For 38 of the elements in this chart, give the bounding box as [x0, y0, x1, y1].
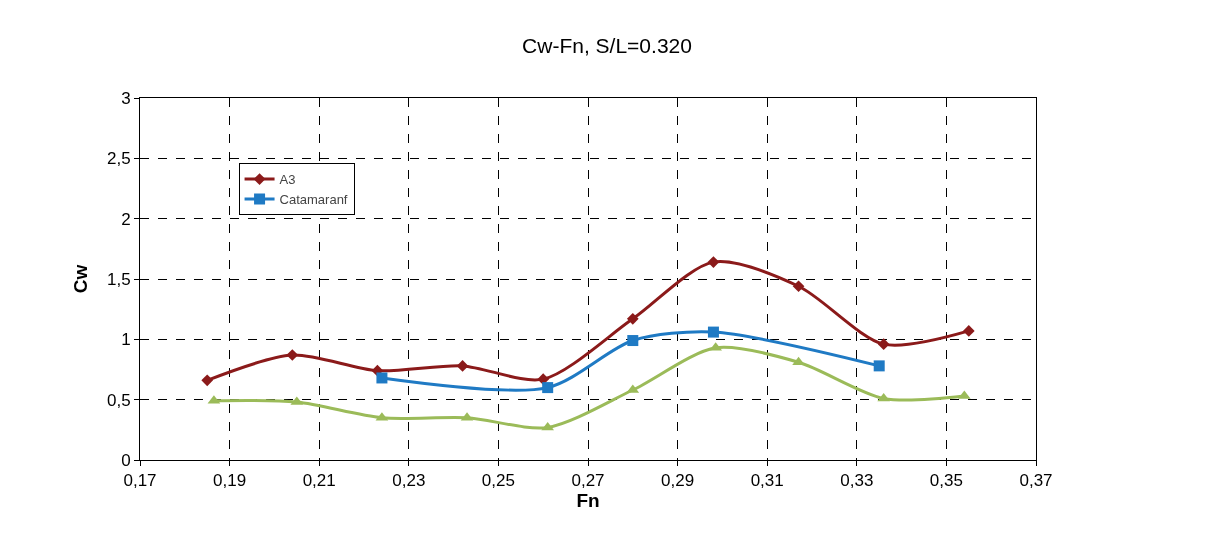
x-tick-label: 0,25 [481, 471, 515, 491]
y-tick-label: 0 [121, 450, 131, 470]
point [792, 356, 805, 366]
point [873, 360, 885, 372]
y-axis-title: Cw [69, 264, 91, 294]
legend-label: Catamaranf [279, 192, 348, 208]
x-tick-label: 0,27 [571, 471, 605, 491]
x-tick-label: 0,35 [929, 471, 963, 491]
x-tick-label: 0,23 [392, 471, 426, 491]
x-tick-label: 0,17 [123, 471, 157, 491]
legend-label: A3 [279, 172, 296, 188]
y-tick-label: 3 [121, 88, 131, 108]
chart-title: Cw-Fn, S/L=0.320 [522, 33, 692, 57]
x-tick-label: 0,37 [1019, 471, 1053, 491]
point [707, 256, 720, 268]
point [792, 280, 805, 293]
x-tick-label: 0,21 [302, 471, 336, 491]
y-tick-label: 1 [121, 330, 131, 350]
point [707, 326, 719, 338]
point [627, 335, 639, 347]
y-tick-label: 2 [121, 209, 131, 229]
point [201, 374, 214, 387]
x-tick-label: 0,29 [661, 471, 695, 491]
x-tick-label: 0,19 [213, 471, 247, 491]
y-tick-label: 0,5 [106, 390, 131, 410]
point [626, 312, 639, 325]
x-tick-label: 0,33 [840, 471, 874, 491]
x-axis-title: Fn [576, 490, 600, 512]
point [877, 338, 890, 351]
point [542, 382, 554, 394]
point [376, 372, 388, 384]
point [877, 392, 891, 402]
x-tick-label: 0,31 [750, 471, 784, 491]
point [962, 325, 975, 337]
point [456, 360, 469, 372]
y-tick-label: 2,5 [106, 149, 131, 169]
point [541, 421, 555, 431]
y-tick-label: 1,5 [106, 269, 131, 289]
